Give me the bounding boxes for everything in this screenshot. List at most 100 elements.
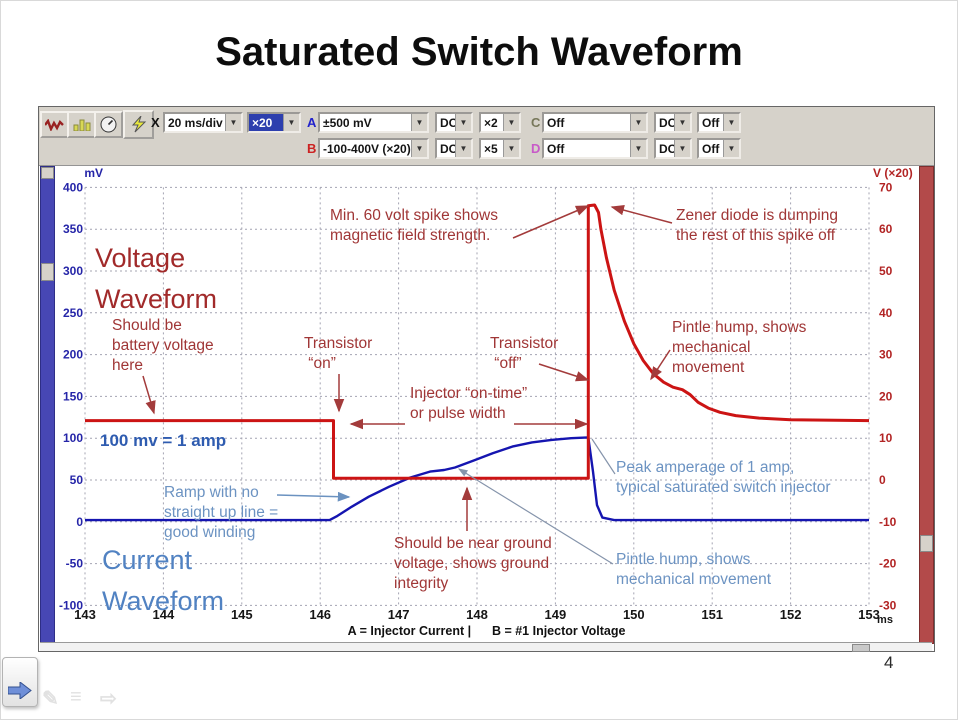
annotation-zener: Zener diode is dumping the rest of this …	[676, 207, 838, 244]
svg-text:148: 148	[466, 607, 488, 622]
svg-text:151: 151	[701, 607, 723, 622]
channel-a-range-select[interactable]: ±500 mV ▼	[318, 112, 429, 133]
svg-text:250: 250	[63, 306, 83, 320]
chevron-down-icon[interactable]: ▼	[503, 140, 519, 157]
channel-d-range-select[interactable]: Off ▼	[542, 138, 648, 159]
svg-text:300: 300	[63, 264, 83, 278]
trace-legend: A = Injector Current | B = #1 Injector V…	[347, 624, 626, 638]
slide-menu-icon[interactable]: ≡	[70, 686, 82, 708]
scope-view-button[interactable]	[40, 111, 69, 138]
chevron-down-icon[interactable]: ▼	[455, 140, 471, 157]
timebase-select[interactable]: 20 ms/div ▼	[163, 112, 243, 133]
chevron-down-icon[interactable]: ▼	[225, 114, 241, 131]
svg-text:147: 147	[388, 607, 410, 622]
channel-c-range-select[interactable]: Off ▼	[542, 112, 648, 133]
channel-b-range-select[interactable]: -100-400V (×20) ▼	[318, 138, 429, 159]
chevron-down-icon[interactable]: ▼	[723, 114, 739, 131]
slide-title: Saturated Switch Waveform	[215, 30, 743, 74]
chevron-down-icon[interactable]: ▼	[630, 140, 646, 157]
channel-a-probe: ×2	[484, 116, 498, 130]
spectrum-icon	[73, 119, 90, 131]
svg-text:149: 149	[545, 607, 567, 622]
annotation-scale-note: 100 mv = 1 amp	[100, 431, 227, 450]
chevron-down-icon[interactable]: ▼	[674, 114, 690, 131]
chevron-down-icon[interactable]: ▼	[411, 114, 427, 131]
slide-nav-button[interactable]	[2, 657, 38, 707]
annotation-transistor-on: Transistor “on”	[304, 335, 373, 372]
channel-a-offset-scrollbar[interactable]	[40, 166, 55, 644]
svg-text:143: 143	[74, 607, 96, 622]
svg-text:-10: -10	[879, 515, 897, 529]
channel-a-range: ±500 mV	[323, 116, 372, 130]
channel-c-range: Off	[547, 116, 565, 130]
annotation-ramp: Ramp with no straight up line = good win…	[164, 484, 279, 541]
svg-text:150: 150	[623, 607, 645, 622]
meter-icon	[100, 116, 117, 133]
channel-b-offset-scrollbar[interactable]	[919, 166, 934, 644]
svg-text:-20: -20	[879, 557, 897, 571]
channel-b-range: -100-400V (×20)	[323, 142, 411, 156]
channel-a-probe-select[interactable]: ×2 ▼	[479, 112, 521, 133]
spectrum-view-button[interactable]	[67, 111, 96, 138]
channel-c-probe-select[interactable]: Off ▼	[697, 112, 741, 133]
scope-toolbar: X 20 ms/div ▼ ×20 ▼ A ±500 mV ▼ DC ▼ ×2 …	[39, 107, 934, 166]
svg-text:200: 200	[63, 348, 83, 362]
svg-text:50: 50	[70, 473, 84, 487]
channel-b-coupling: DC	[440, 142, 455, 156]
waveform-plot-area: 400 70 350 60 300 50 250 40 200 30 150 20 100 10 50 0 0 -…	[55, 166, 935, 628]
waveform-icon	[45, 118, 64, 131]
svg-text:100: 100	[63, 431, 83, 445]
channel-b-label: B	[307, 141, 317, 156]
svg-text:146: 146	[309, 607, 331, 622]
annotation-pintle-hump-blue: Pintle hump, shows mechanical movement	[616, 551, 772, 588]
trigger-button[interactable]	[123, 110, 154, 139]
svg-text:0: 0	[76, 515, 83, 529]
svg-text:70: 70	[879, 180, 893, 194]
channel-d-probe-select[interactable]: Off ▼	[697, 138, 741, 159]
svg-text:152: 152	[780, 607, 802, 622]
svg-text:50: 50	[879, 264, 893, 278]
channel-c-coupling-select[interactable]: DC ▼	[654, 112, 692, 133]
svg-text:mV: mV	[84, 166, 103, 180]
scrollbar-handle[interactable]	[920, 535, 933, 552]
scrollbar-thumb[interactable]	[852, 644, 870, 652]
chevron-down-icon[interactable]: ▼	[674, 140, 690, 157]
svg-text:145: 145	[231, 607, 253, 622]
channel-d-coupling-select[interactable]: DC ▼	[654, 138, 692, 159]
channel-c-probe: Off	[702, 116, 720, 130]
channel-a-coupling: DC	[440, 116, 455, 130]
next-slide-icon[interactable]: ⇨	[100, 688, 117, 710]
trigger-x-label: X	[151, 115, 160, 130]
zoom-select[interactable]: ×20 ▼	[247, 112, 301, 133]
svg-text:30: 30	[879, 348, 893, 362]
svg-text:40: 40	[879, 306, 893, 320]
channel-d-label: D	[531, 141, 541, 156]
zoom-value: ×20	[249, 114, 283, 131]
channel-b-coupling-select[interactable]: DC ▼	[435, 138, 473, 159]
chevron-down-icon[interactable]: ▼	[411, 140, 427, 157]
page-number: 4	[884, 653, 894, 672]
scrollbar-handle[interactable]	[41, 263, 54, 281]
channel-a-coupling-select[interactable]: DC ▼	[435, 112, 473, 133]
scope-plot: 400 70 350 60 300 50 250 40 200 30 150 20 100 10 50 0 0 -…	[59, 166, 913, 626]
svg-text:144: 144	[153, 607, 175, 622]
channel-b-probe-select[interactable]: ×5 ▼	[479, 138, 521, 159]
chevron-down-icon[interactable]: ▼	[630, 114, 646, 131]
scrollbar-handle[interactable]	[41, 167, 54, 179]
svg-text:-30: -30	[879, 598, 897, 612]
channel-d-range: Off	[547, 142, 565, 156]
annotation-on-time: Injector “on-time” or pulse width	[410, 385, 528, 422]
channel-d-probe: Off	[702, 142, 720, 156]
next-slide-arrow-icon	[8, 682, 32, 699]
horizontal-scrollbar[interactable]	[40, 642, 932, 652]
chevron-down-icon[interactable]: ▼	[455, 114, 471, 131]
chevron-down-icon[interactable]: ▼	[723, 140, 739, 157]
chevron-down-icon[interactable]: ▼	[283, 114, 299, 131]
pen-tool-icon[interactable]: ✎	[42, 688, 59, 710]
oscilloscope-window: X 20 ms/div ▼ ×20 ▼ A ±500 mV ▼ DC ▼ ×2 …	[38, 106, 935, 652]
channel-d-coupling: DC	[659, 142, 674, 156]
chevron-down-icon[interactable]: ▼	[503, 114, 519, 131]
svg-text:150: 150	[63, 389, 83, 403]
meter-view-button[interactable]	[94, 111, 123, 138]
annotation-voltage-waveform: Voltage Waveform	[95, 243, 218, 314]
